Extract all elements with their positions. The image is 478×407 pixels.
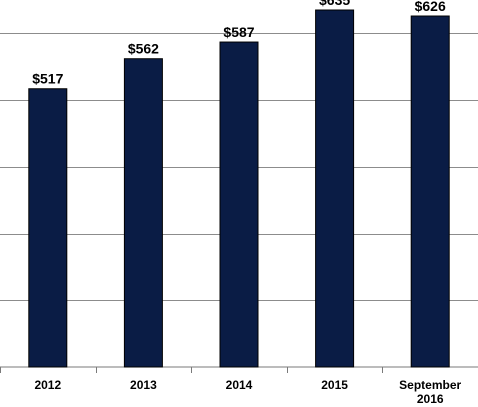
data-label-4: $626 <box>415 0 446 14</box>
category-label-0-line-0: 2012 <box>34 378 61 392</box>
data-label-3: $635 <box>319 0 350 8</box>
x-axis-ticks <box>0 367 383 373</box>
bar-4 <box>410 15 450 368</box>
category-label-4: September 2016 <box>399 378 461 406</box>
category-label-1-line-0: 2013 <box>130 378 157 392</box>
category-label-2: 2014 <box>226 378 253 392</box>
data-label-1: $562 <box>128 41 159 57</box>
bar-3 <box>315 9 355 368</box>
data-labels: $517 $562 $587 $635 $626 <box>32 0 446 87</box>
category-label-3: 2015 <box>321 378 348 392</box>
category-label-4-line-0: September <box>399 378 461 392</box>
category-label-1: 2013 <box>130 378 157 392</box>
category-labels: 2012 2013 2014 2015 September 2016 <box>34 378 461 406</box>
category-label-3-line-0: 2015 <box>321 378 348 392</box>
category-label-2-line-0: 2014 <box>226 378 253 392</box>
bar-0 <box>28 88 68 368</box>
category-label-4-line-1: 2016 <box>417 392 444 406</box>
bars <box>28 9 450 368</box>
data-label-0: $517 <box>32 71 63 87</box>
bar-1 <box>123 58 163 368</box>
data-label-2: $587 <box>223 24 254 40</box>
category-label-0: 2012 <box>34 378 61 392</box>
bar-2 <box>219 41 259 368</box>
